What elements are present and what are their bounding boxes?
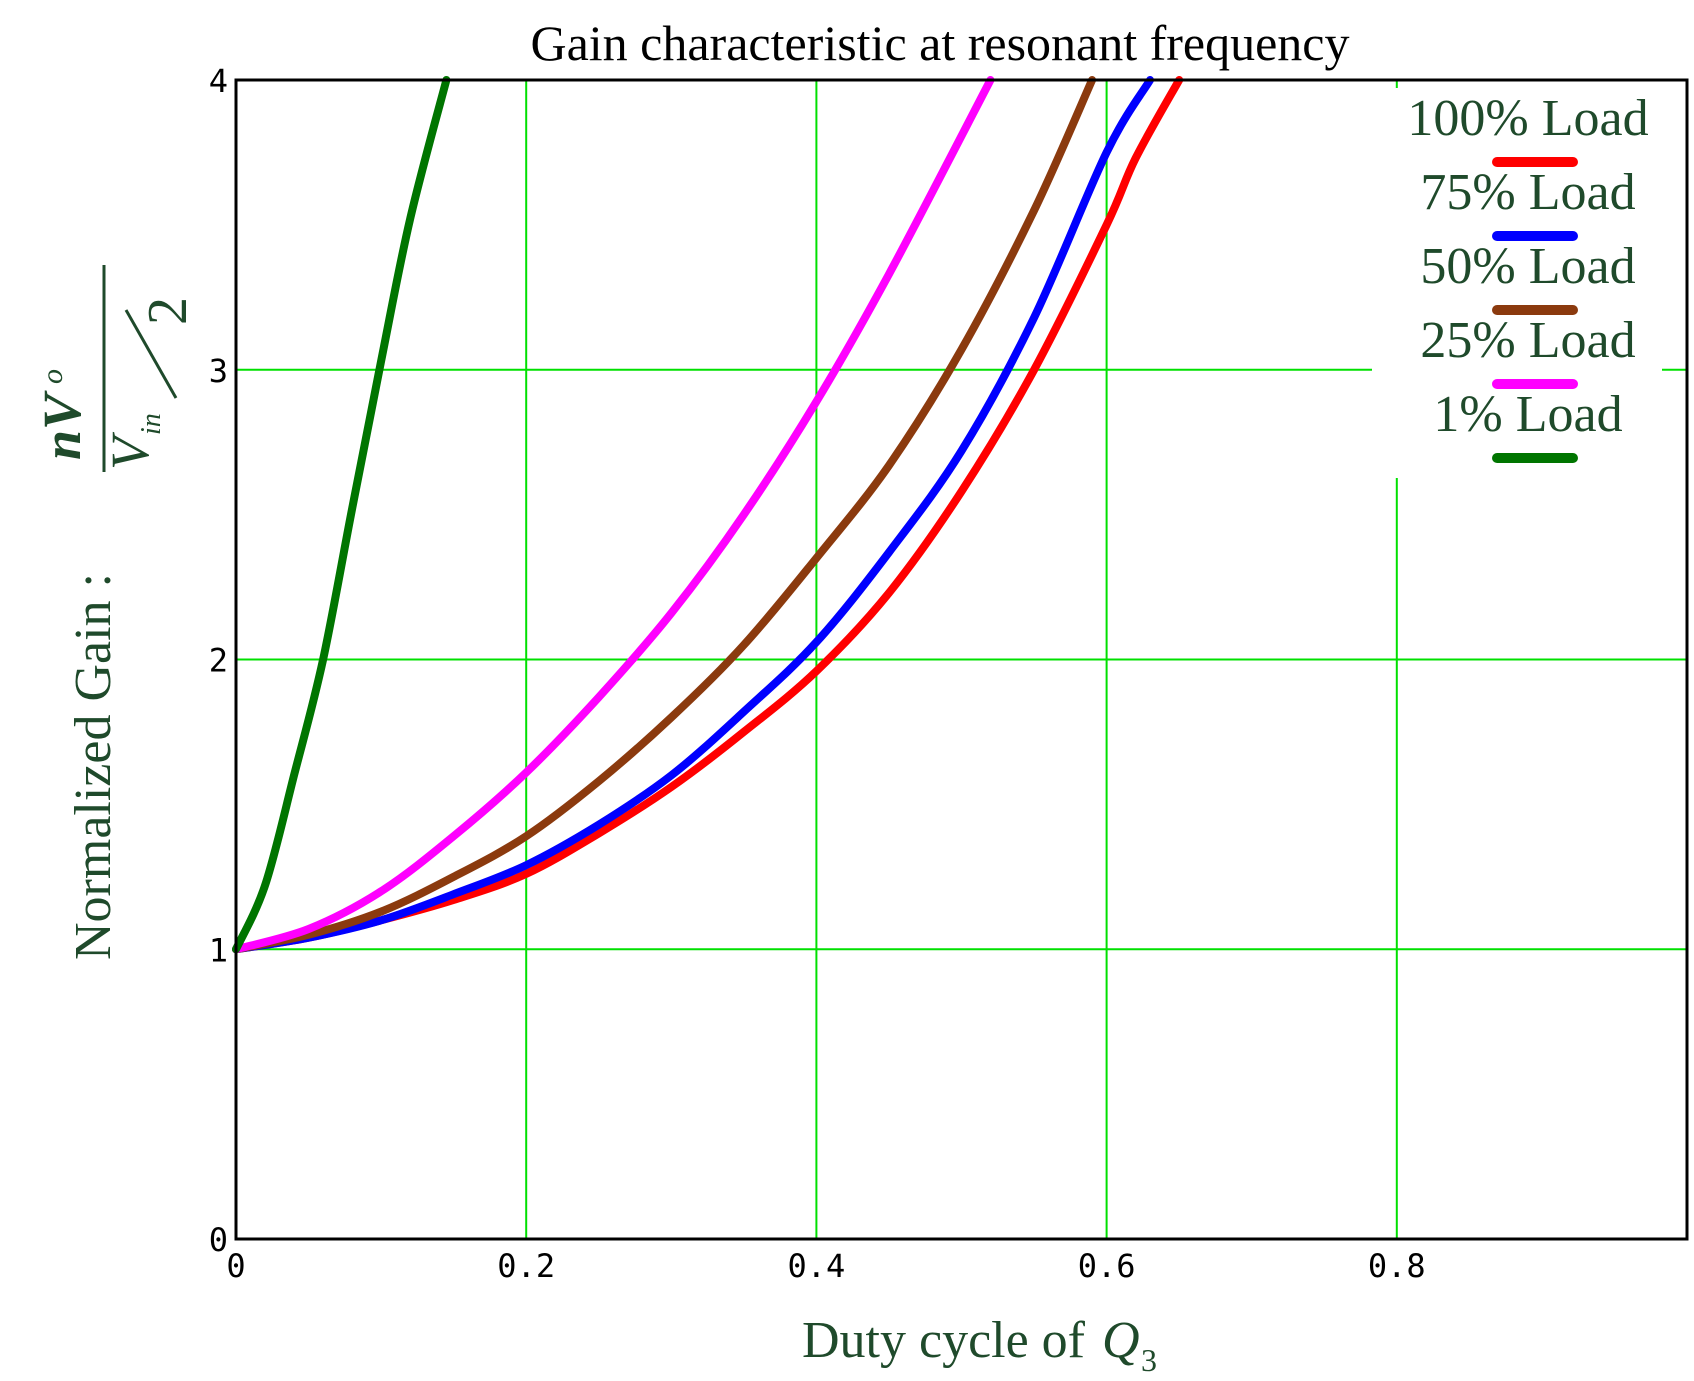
- y-axis-label: Normalized Gain :: [65, 573, 122, 960]
- legend-label-1-load: 1% Load: [1433, 386, 1622, 443]
- y-tick-label-3: 3: [209, 352, 228, 390]
- series-group: [232, 76, 1184, 954]
- x-tick-labels: 0 0.2 0.4 0.6 0.8: [226, 1247, 1425, 1285]
- chart-title: Gain characteristic at resonant frequenc…: [530, 15, 1349, 71]
- y-axis-label-group: Normalized Gain : nV o V in 2: [32, 265, 199, 960]
- x-axis-symbol: Q: [1102, 1312, 1140, 1369]
- y-tick-label-4: 4: [209, 62, 228, 100]
- x-tick-label-4: 0.8: [1368, 1247, 1426, 1285]
- x-tick-label-0: 0: [226, 1247, 245, 1285]
- legend-label-50-load: 50% Load: [1420, 238, 1635, 295]
- series-line-25-load: [232, 76, 995, 954]
- y-formula-divisor: 2: [137, 297, 199, 325]
- x-axis-label: Duty cycle of: [802, 1312, 1086, 1369]
- y-tick-label-2: 2: [209, 642, 228, 680]
- y-formula-numerator-sub: o: [36, 369, 69, 384]
- legend-label-75-load: 75% Load: [1420, 164, 1635, 221]
- legend-background: [1372, 88, 1662, 478]
- legend-label-100-load: 100% Load: [1407, 90, 1648, 147]
- y-formula-denominator-sub: in: [136, 413, 167, 435]
- x-tick-label-2: 0.4: [788, 1247, 846, 1285]
- plot-frame: [234, 78, 1689, 1241]
- x-axis-subscript: 3: [1141, 1342, 1157, 1378]
- y-formula-denominator: V: [100, 431, 160, 470]
- legend: 100% Load 75% Load 50% Load 25% Load 1% Load: [1407, 90, 1649, 463]
- series-line-75-load: [232, 76, 1155, 954]
- y-tick-labels: 0 1 2 3 4: [209, 62, 228, 1259]
- y-formula-slash: [124, 309, 178, 399]
- y-tick-label-1: 1: [209, 931, 228, 969]
- series-line-1-load: [232, 76, 451, 954]
- y-formula-numerator: nV: [32, 390, 92, 460]
- series-line-50-load: [232, 76, 1097, 954]
- x-tick-label-3: 0.6: [1078, 1247, 1136, 1285]
- x-tick-label-1: 0.2: [497, 1247, 555, 1285]
- y-tick-label-0: 0: [209, 1221, 228, 1259]
- legend-label-25-load: 25% Load: [1420, 312, 1635, 369]
